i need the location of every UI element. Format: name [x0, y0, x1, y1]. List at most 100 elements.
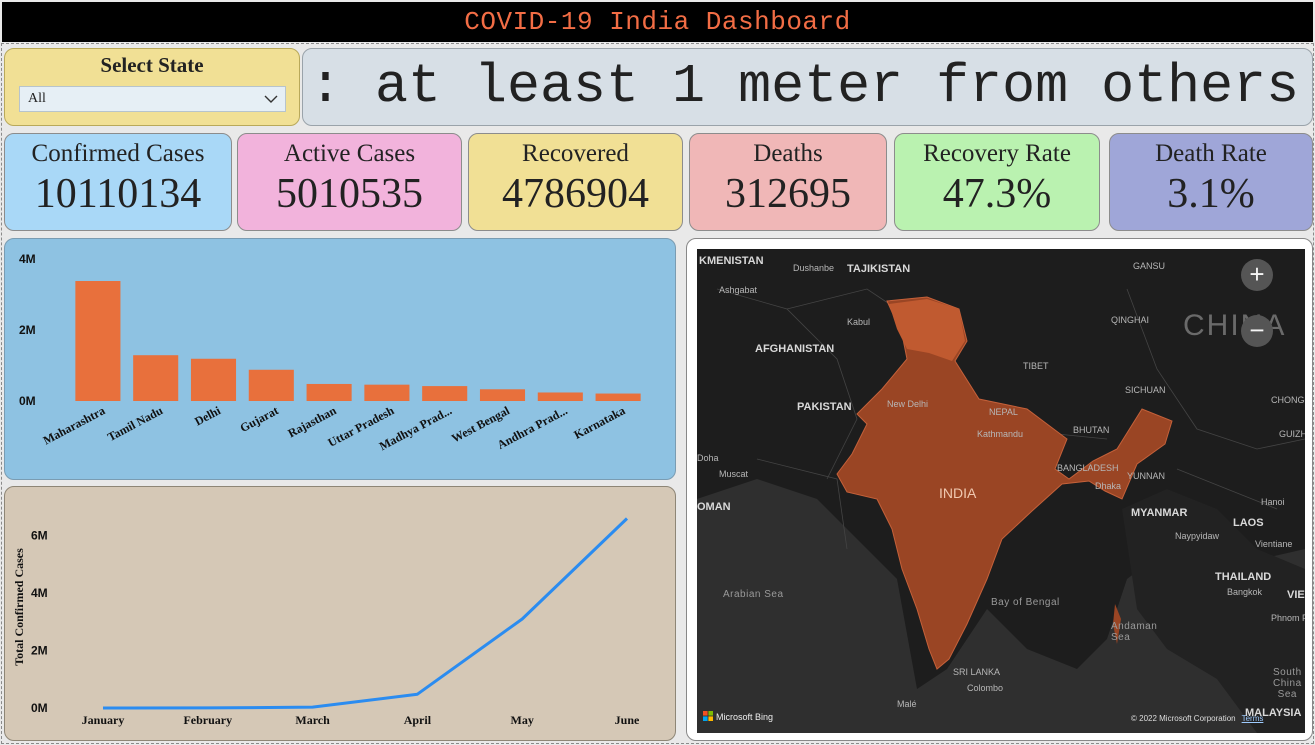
map-copyright-text: © 2022 Microsoft Corporation — [1131, 714, 1236, 723]
bar-rajasthan[interactable] — [306, 383, 352, 401]
line-x-tick-label: June — [615, 713, 640, 727]
state-slicer-title: Select State — [100, 53, 204, 77]
kpi-death-rate: Death Rate 3.1% — [1109, 133, 1313, 231]
kpi-value: 3.1% — [1167, 171, 1255, 217]
map-label: Malé — [897, 699, 917, 709]
zoom-in-button[interactable]: + — [1241, 259, 1273, 291]
map-terms-link[interactable]: Terms — [1241, 714, 1264, 723]
kpi-label: Recovery Rate — [923, 140, 1071, 167]
map-label: Naypyidaw — [1175, 531, 1220, 541]
monthly-confirmed-line-chart[interactable]: 0M 2M 4M 6M Total Confirmed Cases January Febr… — [5, 487, 676, 741]
kpi-value: 5010535 — [276, 171, 423, 217]
kpi-label: Active Cases — [283, 140, 416, 167]
ticker-text: : at least 1 meter from others — [309, 55, 1300, 118]
map-label: TAJIKISTAN — [847, 263, 911, 275]
line-y-tick-label: 4M — [31, 586, 48, 600]
kpi-label: Deaths — [753, 140, 823, 167]
bar-madhya-prad-[interactable] — [422, 386, 468, 401]
zoom-out-button[interactable]: − — [1241, 315, 1273, 347]
bar-y-tick-label: 4M — [19, 252, 36, 266]
map-label: GANSU — [1133, 261, 1166, 271]
kpi-recovery-rate: Recovery Rate 47.3% — [894, 133, 1100, 231]
bar-maharashtra[interactable] — [75, 281, 121, 401]
bar-gujarat[interactable] — [248, 369, 294, 401]
line-x-tick-label: May — [511, 713, 534, 727]
kpi-deaths: Deaths 312695 — [689, 133, 887, 231]
map-label: GUIZHOU — [1279, 429, 1305, 439]
bing-attribution: Microsoft Bing — [703, 711, 773, 722]
microsoft-logo-icon — [703, 711, 713, 721]
map-label: AFGHANISTAN — [755, 343, 835, 355]
state-dropdown-value: All — [28, 91, 46, 106]
map-label: VIET — [1287, 589, 1305, 601]
bar-karnataka[interactable] — [595, 393, 641, 401]
map-label: PAKISTAN — [797, 401, 852, 413]
map-background — [697, 249, 1305, 733]
map-label: Bay of Bengal — [991, 597, 1060, 608]
state-dropdown[interactable]: All — [19, 86, 286, 112]
monthly-confirmed-line-chart-panel: 0M 2M 4M 6M Total Confirmed Cases January Febr… — [4, 486, 676, 741]
state-cases-bar-chart-panel: 0M 2M 4M Maharashtra Tamil Nadu Delhi Gujarat R… — [4, 238, 676, 480]
line-series-confirmed[interactable] — [102, 517, 629, 710]
bar-category-label: Delhi — [192, 403, 223, 429]
kpi-active-cases: Active Cases 5010535 — [237, 133, 462, 231]
kpi-value: 312695 — [725, 171, 851, 217]
line-x-tick-label: April — [404, 713, 432, 727]
map-label: MYANMAR — [1131, 507, 1188, 519]
line-y-tick-label: 2M — [31, 644, 48, 658]
bar-uttar-pradesh[interactable] — [364, 384, 410, 401]
map-label: SICHUAN — [1125, 385, 1166, 395]
map-label: Muscat — [719, 469, 749, 479]
bar-delhi[interactable] — [190, 358, 237, 401]
bar-category-label: Gujarat — [238, 403, 281, 435]
map-label: Vientiane — [1255, 539, 1293, 549]
map-label: KMENISTAN — [699, 255, 764, 267]
safety-ticker: : at least 1 meter from others — [302, 48, 1313, 126]
india-map-panel: KMENISTAN Dushanbe TAJIKISTAN Ashgabat Kabul… — [686, 238, 1313, 741]
map-label: Dushanbe — [793, 263, 835, 273]
map-label: NEPAL — [989, 407, 1018, 417]
map-label: Dhaka — [1095, 481, 1122, 491]
map-label: BANGLADESH — [1057, 463, 1119, 473]
map-label: Bangkok — [1227, 587, 1263, 597]
map-label: Colombo — [967, 683, 1004, 693]
india-region — [836, 296, 1173, 670]
map-label: INDIA — [939, 485, 977, 501]
map-label: Kabul — [847, 317, 871, 327]
map-label: BHUTAN — [1073, 425, 1110, 435]
bar-andhra-prad-[interactable] — [537, 392, 583, 401]
map-label: QINGHAI — [1111, 315, 1150, 325]
kpi-confirmed-cases: Confirmed Cases 10110134 — [4, 133, 232, 231]
map-label: Ashgabat — [719, 285, 758, 295]
report-canvas-frame — [1, 43, 1314, 744]
map-label: New Delhi — [887, 399, 929, 409]
map-label: Kathmandu — [977, 429, 1024, 439]
map-label: SRI LANKA — [953, 667, 1001, 677]
map-label: CHONGQING — [1271, 395, 1305, 405]
india-map[interactable]: KMENISTAN Dushanbe TAJIKISTAN Ashgabat Kabul… — [697, 249, 1305, 733]
kpi-recovered: Recovered 4786904 — [468, 133, 683, 231]
map-label: South China Sea — [1273, 667, 1302, 700]
state-slicer: Select State All — [4, 48, 300, 126]
map-label: MALAYSIA — [1245, 707, 1302, 719]
line-x-tick-label: February — [183, 713, 232, 727]
map-label: TIBET — [1023, 361, 1049, 371]
map-label: Andaman Sea — [1111, 621, 1158, 643]
line-y-axis-label: Total Confirmed Cases — [12, 548, 26, 666]
kpi-label: Death Rate — [1155, 140, 1267, 167]
map-label: Hanoi — [1261, 497, 1285, 507]
kpi-value: 10110134 — [34, 171, 202, 217]
line-x-tick-label: January — [82, 713, 125, 727]
kpi-label: Recovered — [522, 140, 629, 167]
bar-y-tick-label: 0M — [19, 394, 36, 408]
line-y-tick-label: 0M — [31, 701, 48, 715]
bar-tamil-nadu[interactable] — [133, 355, 179, 401]
line-x-tick-label: March — [295, 713, 330, 727]
map-label: THAILAND — [1215, 571, 1272, 583]
bar-y-tick-label: 2M — [19, 323, 36, 337]
map-label: Arabian Sea — [723, 589, 784, 600]
bing-attribution-text: Microsoft Bing — [716, 712, 774, 722]
dashboard-title-bar: COVID-19 India Dashboard — [2, 2, 1313, 42]
bar-west-bengal[interactable] — [479, 389, 526, 401]
